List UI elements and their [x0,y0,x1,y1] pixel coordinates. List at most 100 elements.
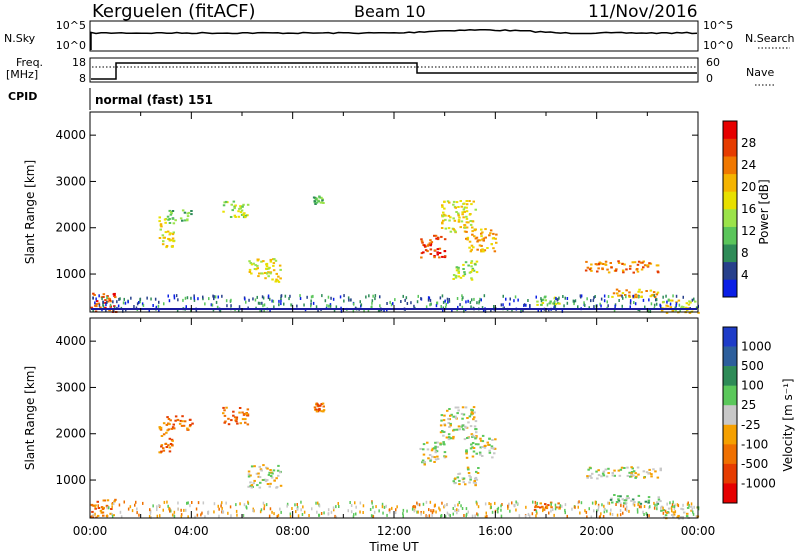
velocity-cell [238,411,241,414]
velocity-ground-cell [693,505,695,509]
velocity-ground-cell [372,505,374,509]
power-cell [90,306,94,309]
power-cell [674,309,677,312]
power-cell [689,301,692,304]
velocity-ground-cell [597,505,600,509]
velocity-ground-cell [564,503,567,507]
power-cell [452,228,455,231]
velocity-cell [481,434,485,437]
power-cell [453,229,456,232]
velocity-colorbar-swatch [723,385,737,406]
power-cell [474,228,477,231]
velocity-cell [611,501,614,504]
velocity-ground-cell [485,511,487,515]
velocity-cell [433,456,436,459]
velocity-cell [454,477,457,480]
velocity-marks [90,402,700,520]
freq-label: Freq. [16,56,43,69]
velocity-cell [253,465,256,468]
power-cell [586,266,590,269]
velocity-cell [602,474,606,477]
velocity-ground-cell [594,502,597,506]
velocity-cell [269,482,272,485]
power-cell [607,271,611,274]
power-cell [474,263,477,266]
power-cell [642,260,645,263]
velocity-cell [429,459,432,462]
velocity-cell [461,424,465,427]
power-ground-cell [580,295,582,299]
velocity-ground-cell [221,506,223,510]
velocity-cell [676,516,679,519]
velocity-cell [223,421,226,424]
power-cell [465,217,469,220]
velocity-cell [465,449,468,452]
velocity-cell [246,413,250,416]
velocity-cell [613,469,616,472]
velocity-ground-cell [578,500,580,504]
velocity-ground-cell [296,503,298,506]
velocity-cell [665,511,669,514]
power-ground-cell [296,304,298,308]
velocity-cell [689,505,693,508]
power-ground-cell [269,297,271,301]
velocity-ground-cell [111,513,113,516]
power-cell [171,217,175,220]
power-cell [462,216,465,219]
velocity-cell [667,507,671,510]
velocity-cell [460,412,464,415]
velocity-ground-cell [252,509,254,513]
power-cell [684,306,688,309]
velocity-colorbar-frame [722,326,738,504]
power-cell [449,216,452,219]
power-cell [429,253,433,255]
velocity-cell [664,514,668,517]
power-ground-cell [221,294,223,298]
power-cell [481,238,484,241]
power-cell [237,215,241,218]
velocity-cell [447,438,451,441]
power-ground-cell [584,303,586,307]
power-ground-cell [306,295,308,299]
velocity-ground-cell [676,503,679,507]
velocity-ground-cell [608,501,611,505]
velocity-ground-cell [467,510,469,514]
power-ground-cell [105,303,107,307]
power-cell [468,240,472,243]
velocity-ground-cell [452,512,454,516]
velocity-cell [464,406,468,409]
velocity-ground-cell [559,504,562,508]
velocity-ground-cell [413,505,415,508]
power-cell [665,304,668,307]
velocity-cell [488,449,491,452]
velocity-ground-cell [465,514,467,518]
power-cell [472,246,475,249]
velocity-cell [178,422,182,425]
power-ground-cell [348,298,350,302]
velocity-cell [481,440,485,443]
velocity-ground-cell [449,514,451,518]
power-cell [467,264,470,267]
velocity-cell [109,512,112,515]
power-cell [465,230,468,233]
velocity-ground-cell [488,502,490,506]
velocity-cell [106,499,110,502]
date-title: 11/Nov/2016 [588,2,698,22]
power-ground-cell [259,301,261,305]
velocity-cell [315,410,319,413]
power-cell [435,237,438,240]
power-ground-cell [303,303,305,307]
power-cell [596,270,599,273]
power-cell [424,249,428,252]
velocity-ground-cell [303,510,306,514]
power-cell [685,302,689,305]
velocity-colorbar-label: Velocity [m s⁻¹] [781,378,795,471]
power-ground-cell [406,302,409,305]
power-panel-frame [89,111,699,313]
power-cell [181,209,185,212]
velocity-cell [102,506,105,509]
velocity-cell [315,408,318,411]
power-ground-cell [413,304,415,308]
velocity-cell [429,458,433,461]
power-cell [463,230,467,233]
